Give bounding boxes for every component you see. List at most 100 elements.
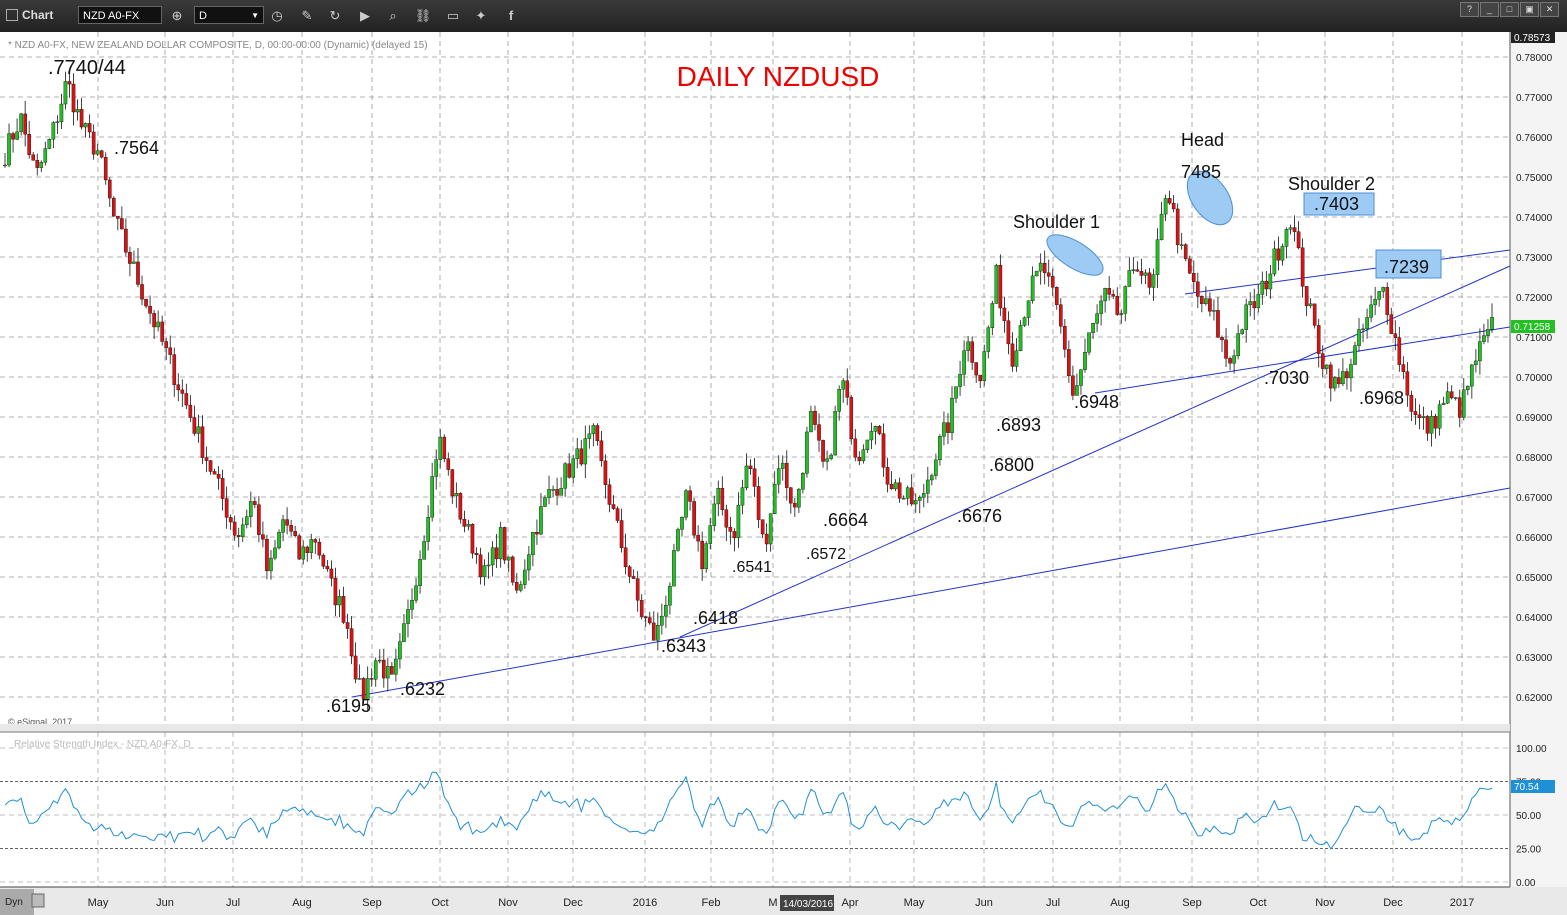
- play-icon[interactable]: ▶: [360, 8, 370, 23]
- x-tick-label: Jun: [975, 897, 993, 909]
- rsi-label: Relative Strength Index - NZD A0-FX, D: [14, 739, 191, 750]
- candle: [1191, 260, 1196, 293]
- candle: [793, 498, 797, 517]
- candle: [390, 662, 394, 675]
- candle: [236, 527, 241, 548]
- candle: [1083, 338, 1087, 373]
- candle: [128, 246, 132, 277]
- candle: [1417, 404, 1422, 430]
- interval-select[interactable]: D ▼: [194, 6, 264, 24]
- chevron-down-icon: ▼: [251, 11, 259, 20]
- candle: [51, 121, 56, 149]
- candle: [1337, 368, 1341, 388]
- pencil-icon[interactable]: ✎: [301, 8, 313, 23]
- chart-svg: .7740/44 .7564 .6195 .6232 .6343 .6418 .6541 .6…: [0, 32, 1567, 915]
- x-tick-label: Feb: [702, 897, 721, 909]
- candle: [986, 325, 991, 359]
- candle: [361, 676, 366, 704]
- candle: [587, 425, 592, 449]
- candle: [938, 434, 942, 466]
- candle: [414, 577, 418, 604]
- refresh-icon[interactable]: ↻: [329, 8, 341, 23]
- candle: [140, 275, 144, 306]
- link-icon[interactable]: ⛓: [414, 8, 432, 23]
- candle: [55, 115, 60, 134]
- candle: [1401, 356, 1406, 380]
- candle: [438, 429, 443, 469]
- candle: [1470, 364, 1474, 399]
- candle: [635, 571, 640, 612]
- help-button[interactable]: ?: [1460, 2, 1479, 17]
- candle: [116, 215, 120, 231]
- candle: [160, 315, 164, 346]
- candle: [627, 564, 632, 584]
- candle: [1228, 356, 1232, 371]
- chart-title: DAILY NZDUSD: [677, 61, 880, 92]
- candle: [974, 362, 978, 383]
- candle: [1139, 258, 1144, 285]
- candle: [647, 611, 652, 625]
- candle: [1050, 268, 1055, 296]
- candle: [1046, 259, 1051, 287]
- facebook-icon[interactable]: f: [508, 8, 514, 23]
- candle: [736, 492, 741, 548]
- candle: [112, 196, 116, 217]
- y-tick-label: 0.74000: [1516, 213, 1553, 224]
- trendlines: [351, 249, 1511, 698]
- price-annotation: .6948: [1074, 392, 1119, 412]
- candle: [47, 138, 52, 150]
- minimize-button[interactable]: _: [1480, 2, 1499, 17]
- candle: [1087, 332, 1091, 356]
- candle: [297, 533, 301, 560]
- candle: [253, 497, 257, 509]
- candle: [1345, 368, 1349, 390]
- crosshair-icon[interactable]: ⊕: [171, 8, 183, 23]
- candle: [1095, 304, 1099, 332]
- zoom-icon[interactable]: ⌕: [389, 8, 397, 23]
- candle: [1445, 382, 1450, 405]
- candle: [1361, 323, 1365, 343]
- x-tick-label: May: [904, 897, 925, 909]
- shoulder-2-box: [1303, 192, 1375, 216]
- close-button[interactable]: ✕: [1540, 2, 1559, 17]
- rsi-tick-label: 0.00: [1516, 878, 1536, 889]
- candle: [563, 462, 567, 497]
- candle: [277, 529, 281, 550]
- candle: [1304, 286, 1309, 317]
- rsi-line: [4, 771, 1493, 850]
- candle: [325, 560, 330, 572]
- candle: [1437, 400, 1442, 436]
- candle: [422, 535, 426, 560]
- candle: [853, 429, 858, 462]
- candle: [1393, 320, 1398, 351]
- x-tick-label: Sep: [362, 897, 382, 909]
- candle: [15, 118, 19, 141]
- y-tick-label: 0.62000: [1516, 693, 1553, 704]
- candle: [377, 649, 382, 664]
- candle: [1248, 292, 1253, 317]
- x-tick-label: Oct: [431, 897, 448, 909]
- price-annotation: .7403: [1314, 194, 1359, 214]
- comment-icon[interactable]: ▭: [446, 8, 460, 23]
- candle: [176, 373, 181, 402]
- clock-icon[interactable]: ◷: [271, 8, 283, 23]
- candle: [1320, 345, 1325, 378]
- candle: [1433, 413, 1438, 439]
- x-tick-label: Aug: [1110, 897, 1130, 909]
- candle: [1453, 396, 1458, 401]
- twitter-icon[interactable]: ✦: [475, 8, 487, 23]
- rsi-tick-label: 50.00: [1516, 811, 1541, 822]
- candle: [196, 414, 201, 443]
- candle: [1373, 286, 1377, 316]
- candle: [1316, 318, 1321, 368]
- maximize-button[interactable]: ▣: [1520, 2, 1539, 17]
- candle: [482, 559, 487, 586]
- candle: [1022, 316, 1027, 327]
- candle: [349, 616, 354, 665]
- price-annotation: .6195: [326, 696, 371, 716]
- y-tick-label: 0.70000: [1516, 373, 1553, 384]
- symbol-input[interactable]: NZD A0-FX: [78, 6, 162, 24]
- restore-button[interactable]: □: [1500, 2, 1519, 17]
- candle: [994, 263, 999, 304]
- candle: [99, 149, 104, 159]
